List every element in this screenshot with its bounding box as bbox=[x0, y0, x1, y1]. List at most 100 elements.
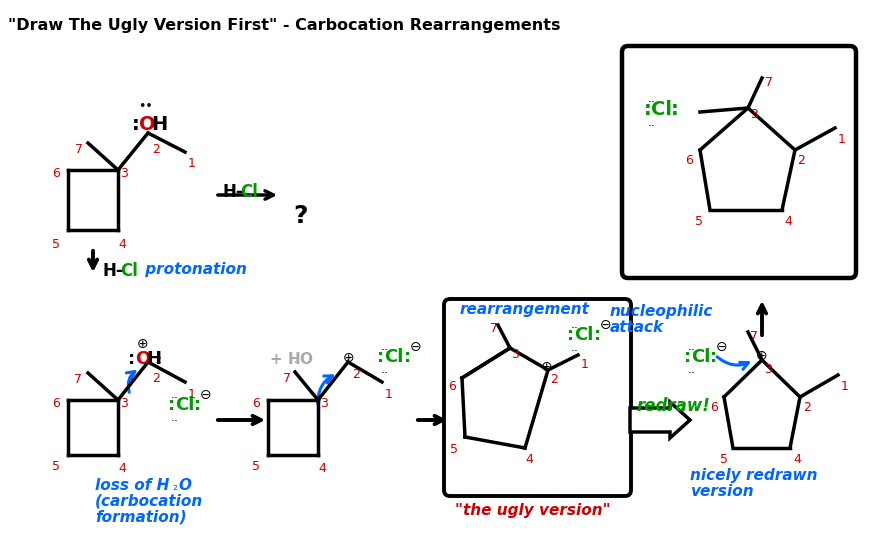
Text: :: : bbox=[132, 115, 140, 134]
Text: ⊖: ⊖ bbox=[410, 340, 421, 354]
Text: 4: 4 bbox=[118, 238, 126, 251]
Text: :: : bbox=[671, 100, 679, 119]
Text: 7: 7 bbox=[765, 76, 773, 89]
Text: 1: 1 bbox=[581, 358, 589, 371]
Text: 5: 5 bbox=[252, 460, 260, 473]
Text: 4: 4 bbox=[784, 215, 792, 228]
Text: ⊕: ⊕ bbox=[541, 360, 552, 374]
Text: O: O bbox=[299, 352, 312, 367]
Text: 3: 3 bbox=[120, 167, 128, 180]
Text: O: O bbox=[135, 350, 150, 368]
FancyArrowPatch shape bbox=[318, 376, 332, 404]
Text: version: version bbox=[690, 484, 753, 499]
Text: :: : bbox=[404, 348, 411, 366]
Text: ..: .. bbox=[648, 92, 656, 105]
Text: ..: .. bbox=[381, 340, 389, 353]
Text: ..: .. bbox=[648, 116, 656, 129]
Text: 1: 1 bbox=[838, 133, 846, 146]
Text: 3: 3 bbox=[120, 397, 128, 410]
Text: ?: ? bbox=[293, 204, 308, 228]
Text: ••: •• bbox=[137, 100, 152, 113]
Text: H: H bbox=[146, 350, 161, 368]
Text: :: : bbox=[377, 348, 385, 366]
FancyBboxPatch shape bbox=[622, 46, 856, 278]
Text: ₂: ₂ bbox=[293, 353, 298, 366]
Text: ⊖: ⊖ bbox=[200, 388, 212, 402]
Text: 2: 2 bbox=[797, 154, 805, 167]
Text: :: : bbox=[644, 100, 652, 119]
Text: 7: 7 bbox=[74, 373, 82, 386]
Text: 6: 6 bbox=[685, 154, 693, 167]
Text: (carbocation: (carbocation bbox=[95, 494, 204, 509]
Text: 7: 7 bbox=[750, 330, 758, 343]
Text: nicely redrawn: nicely redrawn bbox=[690, 468, 817, 483]
Text: Cl: Cl bbox=[120, 262, 138, 280]
Text: :: : bbox=[168, 396, 175, 414]
Text: 6: 6 bbox=[252, 397, 260, 410]
Text: 7: 7 bbox=[75, 143, 83, 156]
Text: ⊖: ⊖ bbox=[600, 318, 612, 332]
Polygon shape bbox=[630, 402, 690, 438]
Text: 1: 1 bbox=[188, 157, 196, 170]
Text: 6: 6 bbox=[710, 401, 718, 414]
FancyArrowPatch shape bbox=[127, 372, 135, 392]
Text: ..: .. bbox=[571, 341, 579, 354]
Text: 2: 2 bbox=[152, 143, 160, 156]
Text: 5: 5 bbox=[695, 215, 703, 228]
Text: ₂: ₂ bbox=[172, 480, 177, 493]
Text: ⊕: ⊕ bbox=[343, 351, 355, 365]
Text: attack: attack bbox=[610, 320, 664, 335]
Text: protonation: protonation bbox=[140, 262, 246, 277]
Text: 3: 3 bbox=[320, 397, 328, 410]
Text: Cl: Cl bbox=[384, 348, 404, 366]
Text: 6: 6 bbox=[52, 167, 60, 180]
Text: ..: .. bbox=[571, 318, 579, 331]
Text: :: : bbox=[567, 326, 574, 344]
Text: 3: 3 bbox=[764, 363, 772, 376]
Text: 3: 3 bbox=[750, 108, 758, 121]
Text: ..: .. bbox=[171, 388, 179, 401]
Text: "Draw The Ugly Version First" - Carbocation Rearrangements: "Draw The Ugly Version First" - Carbocat… bbox=[8, 18, 560, 33]
Text: 1: 1 bbox=[841, 380, 849, 393]
Text: 1: 1 bbox=[385, 388, 393, 401]
Text: "the ugly version": "the ugly version" bbox=[455, 503, 611, 518]
Text: ..: .. bbox=[688, 363, 696, 376]
Text: 6: 6 bbox=[52, 397, 60, 410]
Text: 4: 4 bbox=[793, 453, 801, 466]
Text: Cl: Cl bbox=[691, 348, 711, 366]
Text: 4: 4 bbox=[318, 462, 326, 475]
Text: loss of H: loss of H bbox=[95, 478, 170, 493]
Text: Cl: Cl bbox=[240, 183, 258, 201]
Text: 2: 2 bbox=[352, 368, 360, 381]
Text: 3: 3 bbox=[511, 348, 519, 361]
Text: 2: 2 bbox=[550, 373, 558, 386]
Text: ₂: ₂ bbox=[155, 352, 161, 366]
Text: 1: 1 bbox=[188, 388, 196, 401]
Text: + H: + H bbox=[270, 352, 301, 367]
Text: 5: 5 bbox=[52, 460, 60, 473]
Text: 5: 5 bbox=[52, 238, 60, 251]
Text: 2: 2 bbox=[803, 401, 811, 414]
Text: H–: H– bbox=[103, 262, 125, 280]
FancyArrowPatch shape bbox=[717, 357, 748, 370]
Text: O: O bbox=[139, 115, 156, 134]
Text: ..: .. bbox=[688, 340, 696, 353]
Text: redraw!: redraw! bbox=[636, 397, 710, 415]
Text: H–: H– bbox=[223, 183, 245, 201]
Text: 4: 4 bbox=[118, 462, 126, 475]
Text: H: H bbox=[151, 115, 167, 134]
Text: :: : bbox=[710, 348, 718, 366]
Text: :: : bbox=[194, 396, 201, 414]
Text: :: : bbox=[128, 350, 135, 368]
Text: 6: 6 bbox=[448, 380, 456, 393]
Text: 2: 2 bbox=[152, 372, 160, 385]
Text: ⊕: ⊕ bbox=[137, 337, 149, 351]
Text: 7: 7 bbox=[283, 372, 291, 385]
Text: 5: 5 bbox=[720, 453, 728, 466]
Text: 5: 5 bbox=[450, 443, 458, 456]
Text: ..: .. bbox=[381, 363, 389, 376]
Text: ..: .. bbox=[171, 411, 179, 424]
FancyBboxPatch shape bbox=[444, 299, 631, 496]
Text: ⊖: ⊖ bbox=[716, 340, 728, 354]
Text: :: : bbox=[594, 326, 601, 344]
